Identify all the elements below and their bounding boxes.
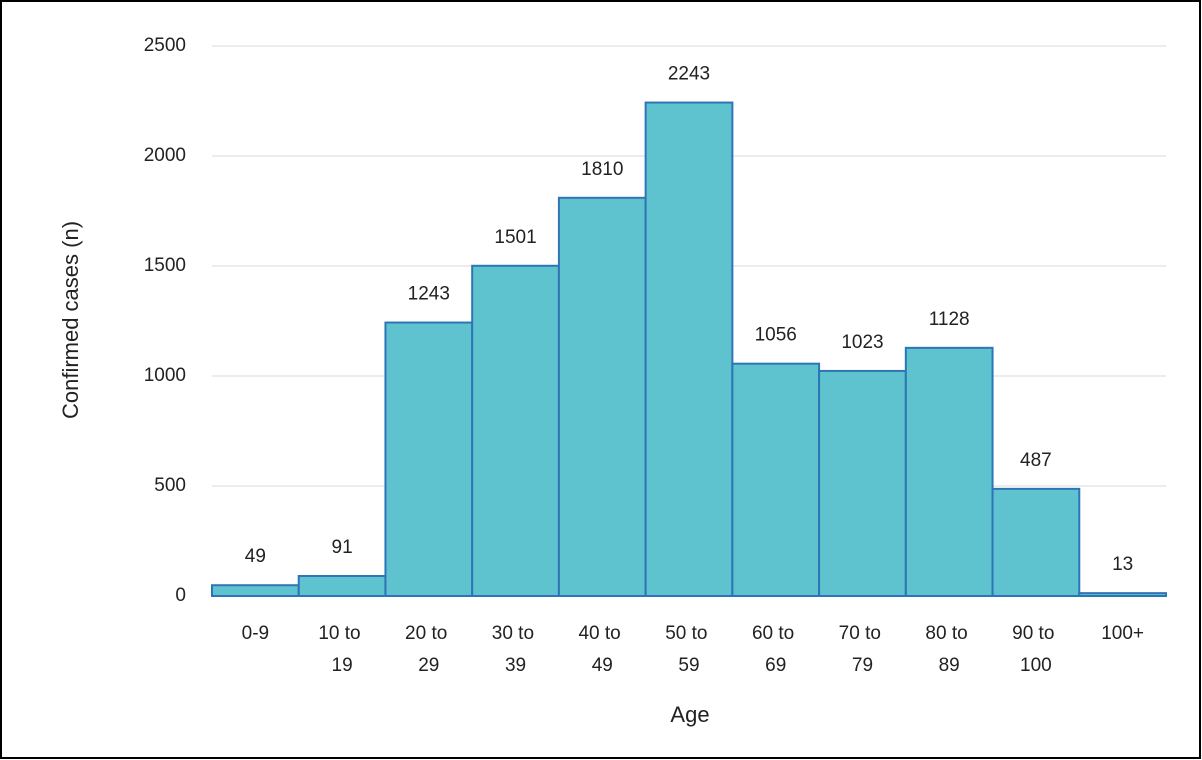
y-tick-label: 1000 (144, 365, 186, 386)
bar (384, 321, 474, 597)
data-label: 1810 (581, 159, 623, 180)
data-label: 1501 (494, 227, 536, 248)
bar (1078, 592, 1167, 598)
x-tick-label: 50 to 59 (665, 623, 713, 676)
bar (297, 574, 387, 597)
data-label: 487 (1020, 450, 1052, 471)
data-label: 13 (1112, 554, 1133, 575)
y-tick-label: 2000 (144, 145, 186, 166)
y-tick-label: 2500 (144, 35, 186, 56)
bar (904, 346, 994, 597)
data-label: 49 (245, 546, 266, 567)
bar (557, 196, 647, 598)
bar (211, 584, 300, 597)
x-tick-label: 80 to 89 (925, 623, 973, 676)
x-tick-label: 90 to 100 (1012, 623, 1060, 676)
x-tick-label: 10 to 19 (318, 623, 366, 676)
data-label: 1128 (929, 309, 970, 330)
x-tick-label: 60 to 69 (752, 623, 800, 676)
bar (471, 264, 560, 597)
y-tick-label: 1500 (144, 255, 186, 276)
x-tick-label: 0-9 (242, 623, 269, 644)
x-tick-label: 100+ (1101, 623, 1144, 644)
data-label: 91 (332, 537, 353, 558)
x-tick-label: 30 to 39 (492, 623, 540, 676)
data-label: 1023 (841, 332, 883, 353)
y-tick-label: 500 (154, 475, 186, 496)
data-label: 1243 (408, 284, 450, 305)
x-axis-label: Age (670, 702, 709, 727)
data-label: 1056 (755, 325, 797, 346)
y-axis-label: Confirmed cases (n) (58, 221, 83, 419)
x-tick-label: 70 to 79 (839, 623, 887, 676)
x-tick-label: 20 to 29 (405, 623, 453, 676)
y-tick-label: 0 (175, 585, 186, 606)
data-label: 2243 (668, 64, 710, 85)
bar (731, 362, 821, 597)
bar (991, 487, 1081, 597)
x-tick-label: 40 to 49 (578, 623, 626, 676)
bar (644, 101, 734, 597)
bar (818, 369, 907, 597)
